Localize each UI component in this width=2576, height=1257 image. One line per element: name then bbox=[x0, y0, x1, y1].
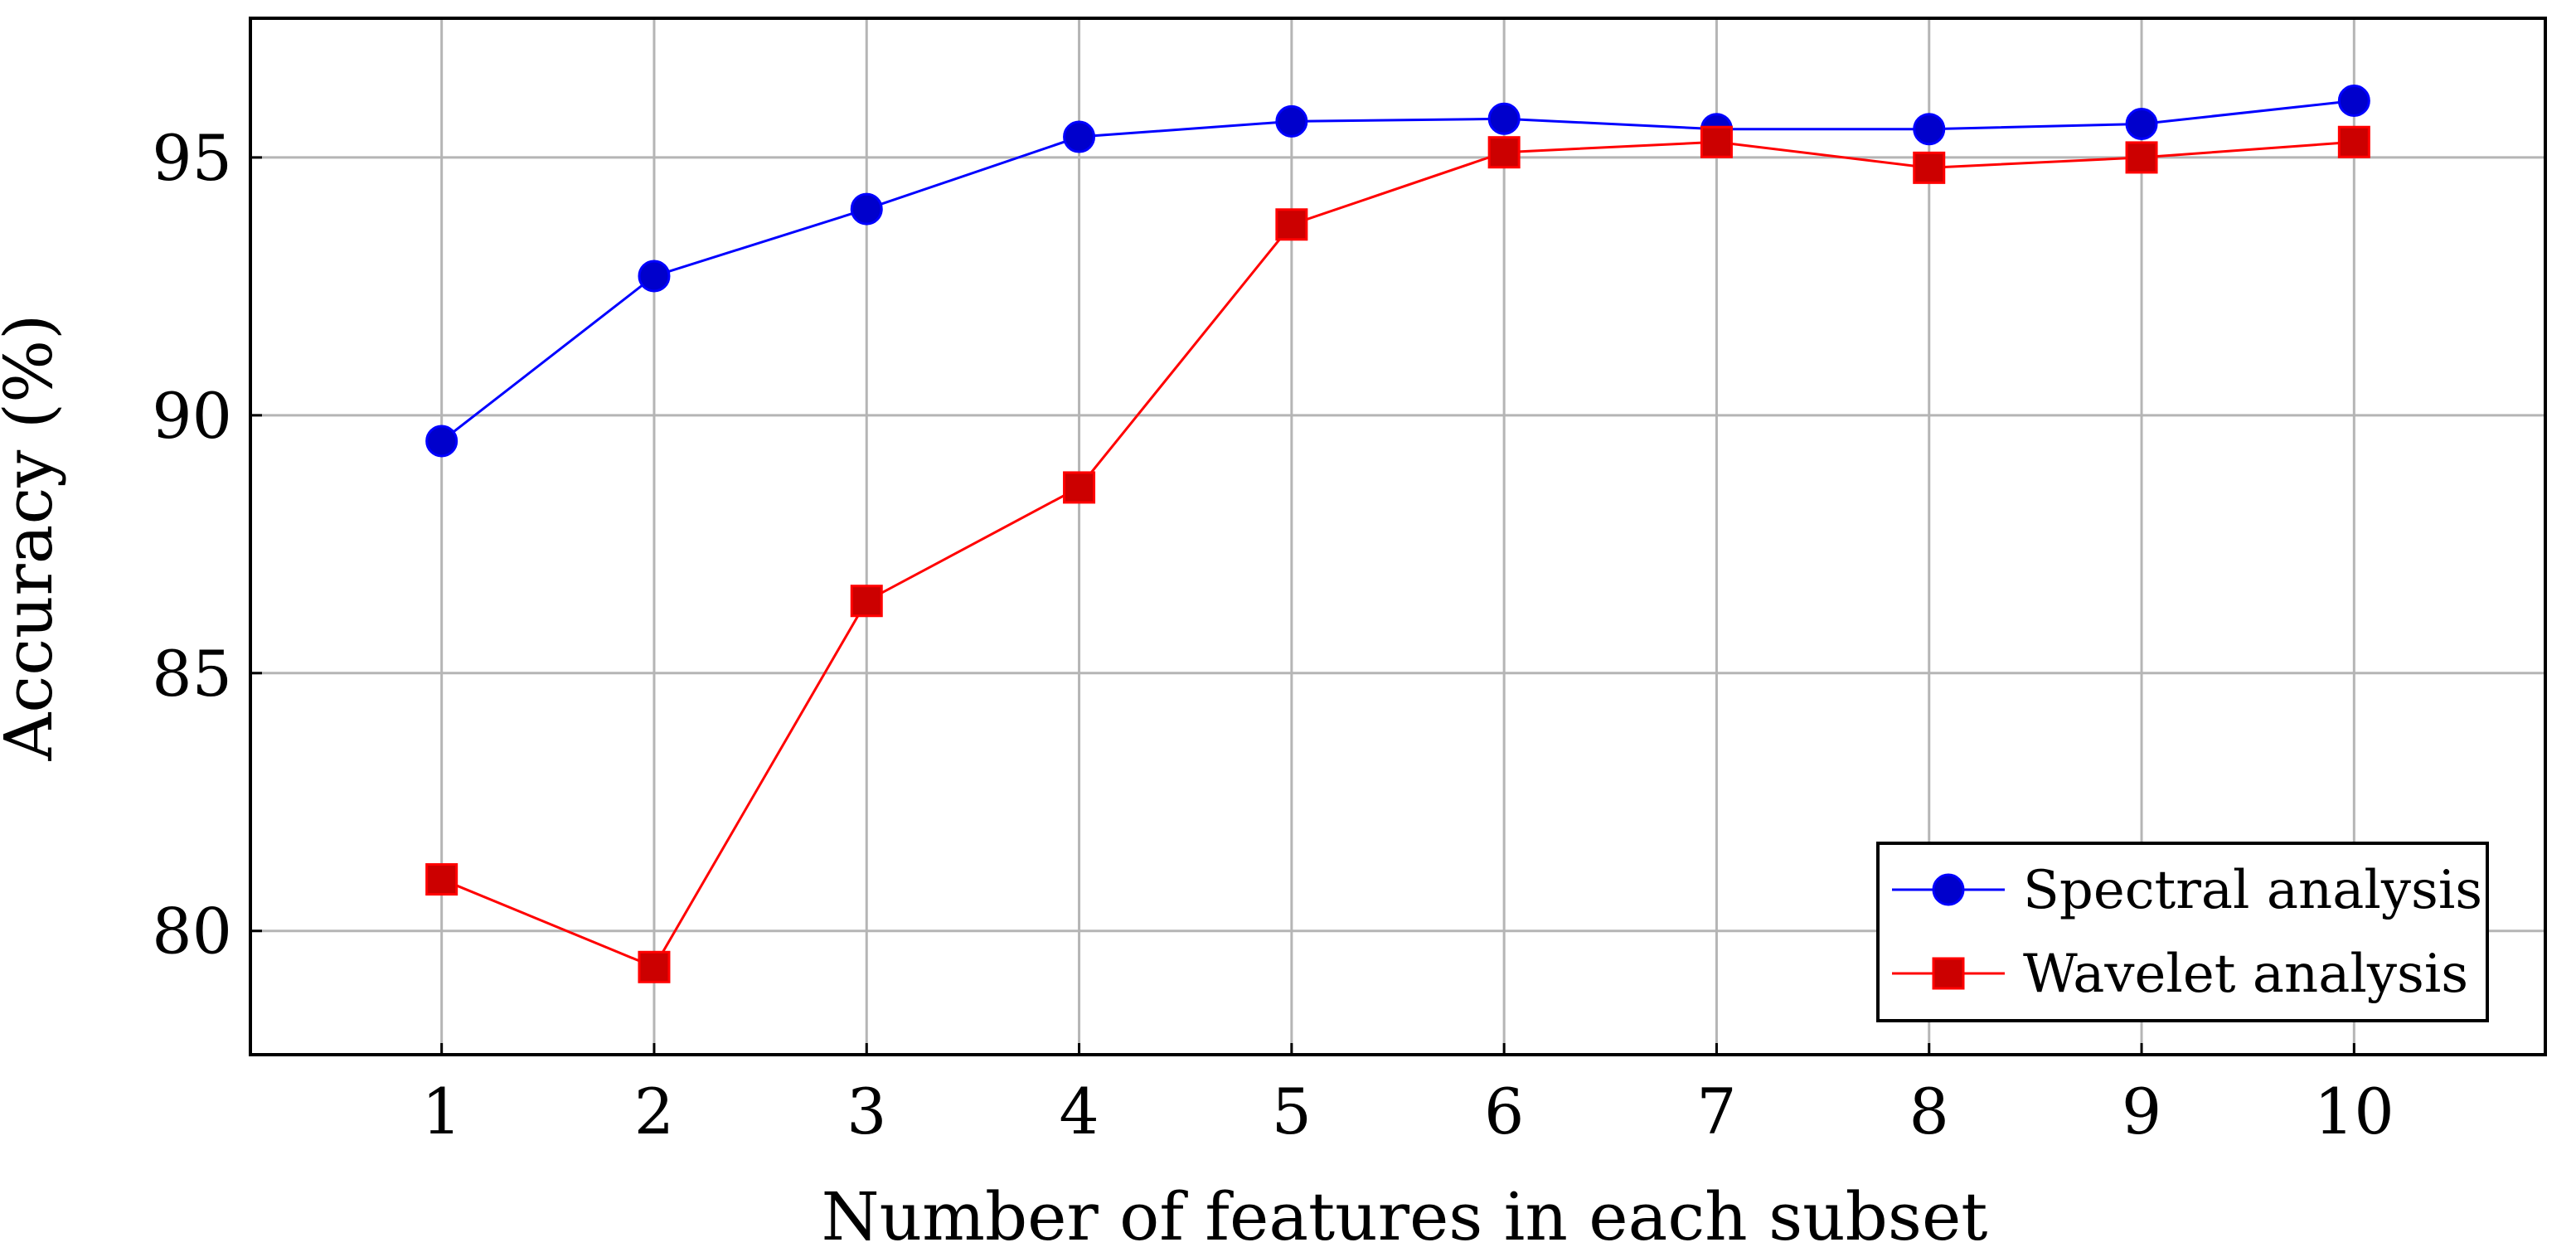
series-markers bbox=[425, 85, 2370, 983]
wavelet-point bbox=[1487, 136, 1521, 169]
wavelet-point bbox=[2125, 141, 2158, 174]
spectral-point bbox=[425, 425, 458, 458]
x-tick-label: 4 bbox=[1059, 1075, 1099, 1148]
grid bbox=[250, 18, 2545, 1055]
wavelet-point bbox=[1063, 471, 1096, 504]
x-tick-label: 10 bbox=[2314, 1075, 2394, 1148]
x-tick-label: 5 bbox=[1272, 1075, 1312, 1148]
legend: Spectral analysis Wavelet analysis bbox=[1876, 842, 2489, 1022]
x-tick-label: 8 bbox=[1909, 1075, 1949, 1148]
wavelet-point bbox=[2337, 125, 2370, 158]
spectral-point bbox=[2125, 107, 2158, 140]
wavelet-point bbox=[1275, 208, 1308, 241]
x-tick-label: 6 bbox=[1484, 1075, 1524, 1148]
x-tick-label: 9 bbox=[2122, 1075, 2161, 1148]
wavelet-point bbox=[425, 863, 458, 896]
x-axis-title: Number of features in each subset bbox=[822, 1178, 1988, 1255]
x-tick-label: 1 bbox=[421, 1075, 461, 1148]
series-lines bbox=[440, 99, 2355, 969]
spectral-point bbox=[1913, 113, 1946, 146]
legend-label-spectral: Spectral analysis bbox=[2023, 860, 2482, 921]
spectral-point bbox=[1275, 104, 1308, 138]
x-tick-label: 7 bbox=[1696, 1075, 1736, 1148]
y-tick-labels: 80 85 90 95 bbox=[152, 121, 232, 968]
legend-box bbox=[1876, 842, 2489, 1022]
legend-label-wavelet: Wavelet analysis bbox=[2023, 944, 2468, 1005]
wavelet-point bbox=[850, 585, 883, 618]
wavelet-point bbox=[1913, 151, 1946, 184]
spectral-point bbox=[638, 260, 671, 293]
y-tick-label: 85 bbox=[152, 637, 232, 711]
y-tick-label: 90 bbox=[152, 379, 232, 453]
spectral-point bbox=[1487, 102, 1521, 135]
spectral-point bbox=[2337, 85, 2370, 118]
plot-frame bbox=[249, 17, 2547, 1056]
wavelet-point bbox=[1700, 125, 1733, 158]
legend-marker-wavelet bbox=[1932, 957, 1965, 990]
spectral-point bbox=[850, 192, 883, 226]
legend-marker-spectral bbox=[1932, 873, 1965, 906]
y-tick-label: 95 bbox=[152, 121, 232, 195]
x-tick-label: 3 bbox=[847, 1075, 886, 1148]
y-tick-label: 80 bbox=[152, 895, 232, 968]
wavelet-point bbox=[638, 950, 671, 983]
series-line-spectral bbox=[440, 99, 2355, 443]
series-line-wavelet bbox=[441, 140, 2355, 969]
y-axis-title: Accuracy (%) bbox=[0, 314, 67, 762]
spectral-point bbox=[1063, 120, 1096, 153]
x-tick-labels: 1 2 3 4 5 6 7 8 9 10 bbox=[421, 1075, 2394, 1148]
x-tick-label: 2 bbox=[634, 1075, 674, 1148]
